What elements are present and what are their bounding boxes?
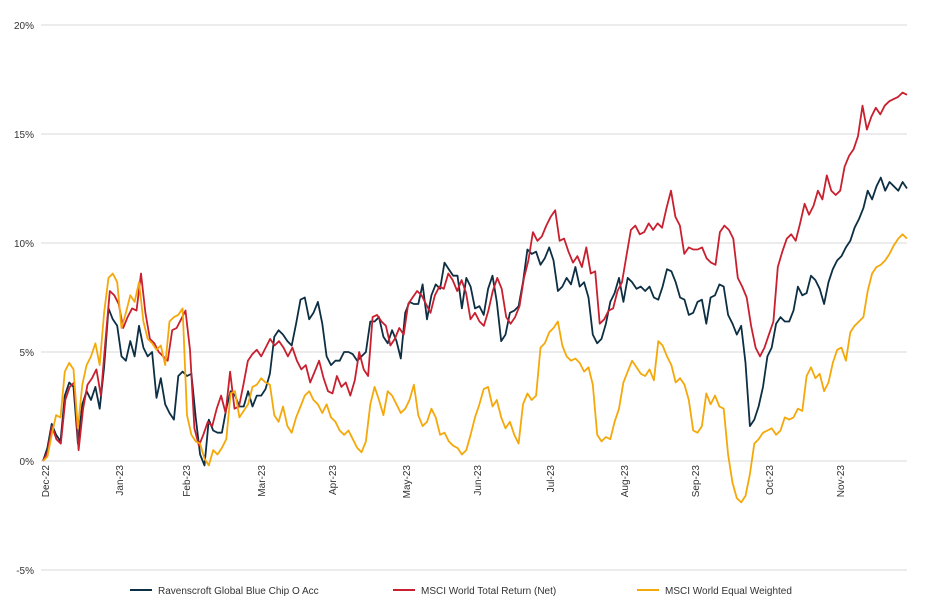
gridlines [41,24,907,571]
y-axis: 20% 15% 10% 5% 0% -5% [14,21,34,577]
x-tick-label: Aug-23 [620,465,631,498]
series-line-ravenscroft [42,176,908,467]
x-tick-label: Jan-23 [115,465,126,496]
legend-label: Ravenscroft Global Blue Chip O Acc [158,586,319,597]
y-tick-label: -5% [16,566,34,577]
x-tick-label: Feb-23 [182,465,193,497]
series-line-msci-world-equal-weighted [42,233,908,504]
legend-item-ravenscroft: Ravenscroft Global Blue Chip O Acc [130,586,319,597]
y-tick-label: 5% [20,348,35,359]
x-tick-label: Jul-23 [546,465,557,493]
y-tick-label: 0% [20,457,35,468]
series-line-msci-world-total-return [42,91,908,462]
x-tick-label: Apr-23 [328,465,339,495]
x-tick-label: Jun-23 [473,465,484,496]
legend: Ravenscroft Global Blue Chip O Acc MSCI … [130,586,792,597]
legend-item-msci-world-total-return: MSCI World Total Return (Net) [393,586,556,597]
x-tick-label: May-23 [402,465,413,499]
x-axis: Dec-22 Jan-23 Feb-23 Mar-23 Apr-23 May-2… [41,465,847,499]
y-tick-label: 10% [14,239,34,250]
y-tick-label: 15% [14,130,34,141]
y-tick-label: 20% [14,21,34,32]
series-lines [42,91,908,504]
x-tick-label: Sep-23 [691,465,702,498]
x-tick-label: Mar-23 [257,465,268,497]
x-tick-label: Oct-23 [765,465,776,495]
legend-label: MSCI World Total Return (Net) [421,586,556,597]
legend-item-msci-world-equal-weighted: MSCI World Equal Weighted [637,586,792,597]
legend-label: MSCI World Equal Weighted [665,586,792,597]
x-tick-label: Nov-23 [836,465,847,498]
x-tick-label: Dec-22 [41,465,52,498]
